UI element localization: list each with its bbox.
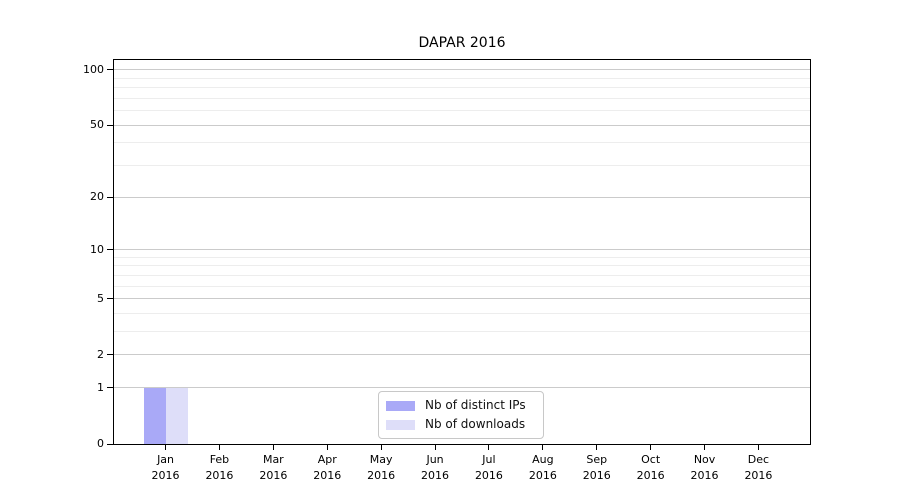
x-tick: [650, 445, 652, 450]
y-tick: [107, 354, 113, 356]
y-gridline-minor: [114, 87, 810, 89]
x-tick: [488, 445, 490, 450]
y-gridline-minor: [114, 142, 810, 144]
y-gridline-minor: [114, 331, 810, 333]
legend: Nb of distinct IPs Nb of downloads: [378, 391, 544, 439]
y-gridline-minor: [114, 285, 810, 287]
y-gridline-minor: [114, 110, 810, 112]
y-tick-label: 5: [97, 291, 104, 305]
x-tick: [596, 445, 598, 450]
plot-area: 0 1 2 5 10 20 50 100 Jan 2016 Feb 2016 Mar 2016 Apr…: [83, 59, 811, 482]
x-tick-label: May 2016: [367, 453, 396, 482]
x-tick: [757, 445, 759, 450]
x-tick: [434, 445, 436, 450]
x-tick-label: Nov 2016: [690, 453, 719, 482]
y-gridline-minor: [114, 165, 810, 167]
x-tick-label: Jun 2016: [421, 453, 450, 482]
x-tick-label: Oct 2016: [636, 453, 665, 482]
legend-item-downloads: Nb of downloads: [386, 417, 535, 432]
x-tick-label: Sep 2016: [582, 453, 611, 482]
y-gridline-minor: [114, 274, 810, 276]
x-tick: [704, 445, 706, 450]
x-tick: [380, 445, 382, 450]
y-gridline-major: [114, 124, 810, 126]
y-gridline-minor: [114, 256, 810, 258]
y-gridline-major: [114, 196, 810, 198]
y-tick: [107, 196, 113, 198]
x-tick-label: Mar 2016: [259, 453, 288, 482]
legend-label-downloads: Nb of downloads: [425, 417, 526, 431]
y-gridline-minor: [114, 313, 810, 314]
x-tick-label: Jul 2016: [474, 453, 503, 482]
chart-title: DAPAR 2016: [418, 35, 506, 51]
y-tick: [107, 298, 113, 300]
x-tick: [272, 445, 274, 450]
x-tick-label: Feb 2016: [205, 453, 234, 482]
x-tick-label: Dec 2016: [744, 453, 773, 482]
x-tick: [218, 445, 220, 450]
y-gridline-major: [114, 69, 810, 71]
bar-nb-of-distinct-ips-jan: [144, 387, 167, 444]
x-tick: [326, 445, 328, 450]
y-tick-label: 10: [90, 242, 104, 256]
y-gridline-minor: [114, 265, 810, 267]
y-tick: [107, 69, 113, 71]
y-gridline-major: [114, 298, 810, 300]
x-tick-label: Jan 2016: [151, 453, 180, 482]
x-tick-label: Apr 2016: [313, 453, 342, 482]
y-tick: [107, 249, 113, 251]
y-gridline-minor: [114, 77, 810, 79]
legend-swatch-distinct-ips: [386, 400, 415, 411]
y-tick: [107, 443, 113, 445]
y-gridline-major: [114, 387, 810, 389]
legend-swatch-downloads: [386, 419, 415, 430]
y-tick-label: 100: [83, 62, 104, 76]
y-tick-label: 2: [97, 347, 104, 361]
y-tick-label: 20: [90, 190, 104, 204]
y-tick: [107, 387, 113, 389]
x-tick: [542, 445, 544, 450]
y-gridline-minor: [114, 97, 810, 99]
y-tick-label: 50: [90, 118, 104, 132]
legend-label-distinct-ips: Nb of distinct IPs: [425, 398, 526, 412]
bar-nb-of-downloads-jan: [166, 387, 189, 444]
legend-item-distinct-ips: Nb of distinct IPs: [386, 398, 535, 413]
y-tick-label: 1: [97, 380, 104, 394]
x-tick-label: Aug 2016: [528, 453, 557, 482]
y-tick: [107, 124, 113, 126]
y-gridline-major: [114, 354, 810, 356]
y-tick-label: 0: [97, 437, 104, 450]
x-tick: [165, 445, 167, 450]
y-gridline-major: [114, 249, 810, 251]
